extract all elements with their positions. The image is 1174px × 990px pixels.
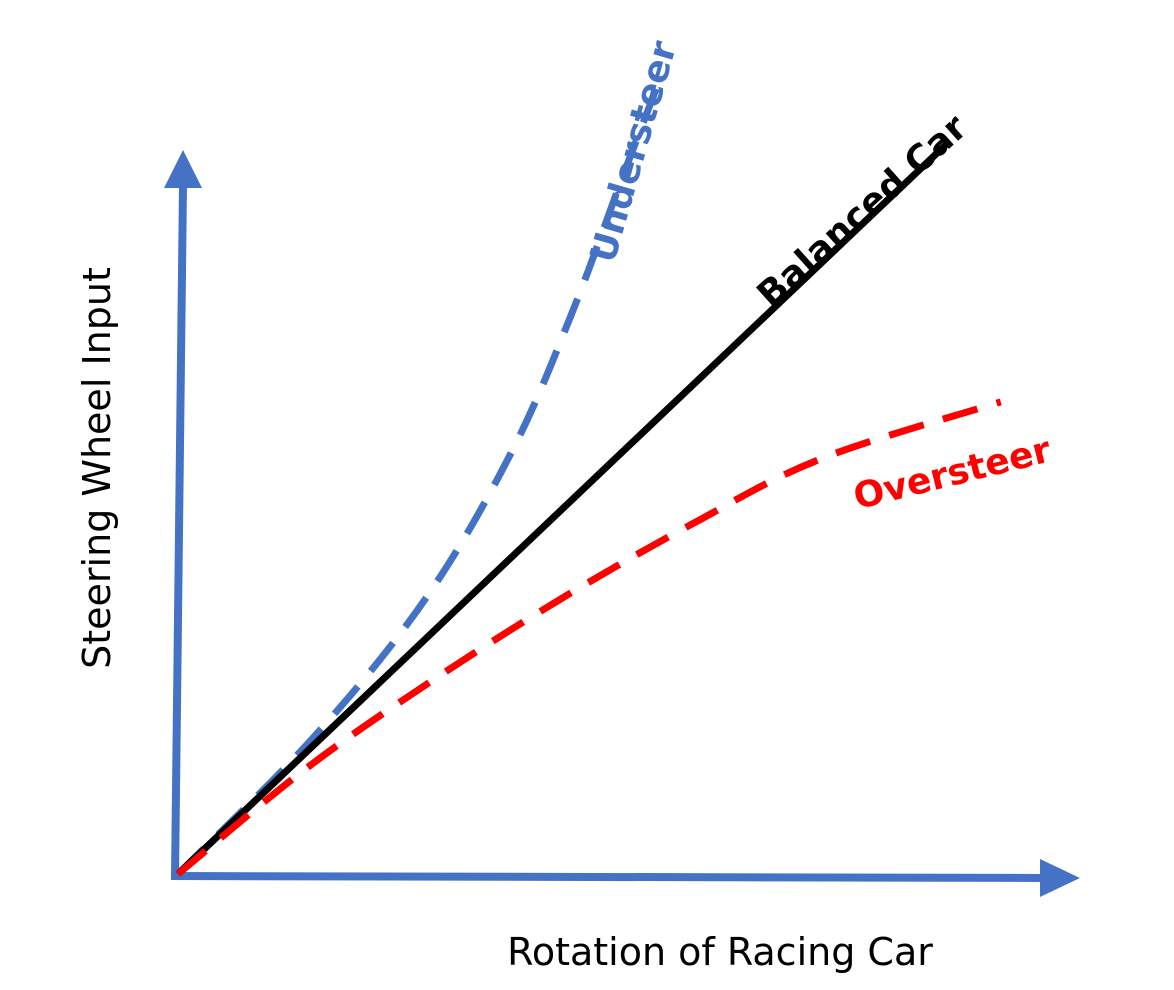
series-label-understeer: Understeer xyxy=(583,36,685,267)
axes xyxy=(164,150,1080,897)
series-label-oversteer: Oversteer xyxy=(850,430,1056,519)
x-axis-arrowhead xyxy=(1040,859,1080,897)
series-layer xyxy=(175,83,1002,877)
series-label-balanced-car: Balanced Car xyxy=(750,107,976,316)
series-line-oversteer xyxy=(175,398,1002,877)
y-axis-arrowhead xyxy=(164,150,202,188)
x-axis-label: Rotation of Racing Car xyxy=(507,930,933,974)
y-axis-line xyxy=(171,184,187,879)
x-axis-line xyxy=(170,872,1046,882)
series-line-understeer xyxy=(175,83,662,877)
y-axis-label: Steering Wheel Input xyxy=(75,267,119,669)
series-line-balanced-car xyxy=(175,138,952,877)
